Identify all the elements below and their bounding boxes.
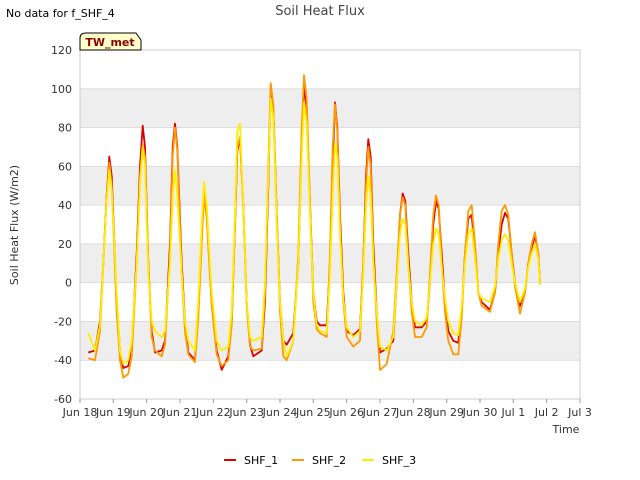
series-line-shf_3 — [87, 97, 541, 365]
legend-label: SHF_3 — [382, 454, 416, 467]
y-axis-label: Soil Heat Flux (W/m2) — [8, 165, 21, 285]
legend-label: SHF_2 — [312, 454, 346, 467]
y-tick-label: -20 — [54, 315, 72, 328]
plot-area-frame — [79, 49, 581, 400]
legend-label: SHF_1 — [244, 454, 278, 467]
x-tick-label: Jul 3 — [567, 406, 592, 419]
x-tick-label: Jul 1 — [500, 406, 525, 419]
series-layer — [87, 74, 541, 379]
background-bands — [80, 88, 580, 361]
x-tick-label: Jun 28 — [395, 406, 431, 419]
no-data-message: No data for f_SHF_4 — [6, 7, 115, 20]
chart-title: Soil Heat Flux — [275, 4, 365, 19]
y-tick-label: 0 — [65, 277, 72, 290]
x-tick-label: Jun 19 — [95, 406, 131, 419]
x-tick-label: Jun 26 — [328, 406, 364, 419]
y-tick-label: 120 — [51, 44, 72, 57]
y-tick-label: 40 — [58, 199, 72, 212]
y-tick-label: 20 — [58, 238, 72, 251]
x-tick-label: Jun 23 — [228, 406, 264, 419]
x-tick-label: Jun 30 — [462, 406, 498, 419]
x-tick-label: Jun 21 — [162, 406, 198, 419]
x-tick-label: Jun 29 — [428, 406, 464, 419]
site-label: TW_met — [85, 36, 134, 49]
x-tick-label: Jun 24 — [262, 406, 298, 419]
legend: SHF_1 SHF_2 SHF_3 — [224, 454, 416, 467]
background-band — [80, 166, 580, 206]
y-tick-label: 100 — [51, 83, 72, 96]
y-tick-label: -40 — [54, 354, 72, 367]
y-axis-ticks: -60 -40 -20 0 20 40 60 80 100 120 — [51, 44, 72, 406]
background-band — [80, 321, 580, 361]
site-label-box: TW_met — [79, 32, 142, 51]
x-axis-label: Time — [552, 423, 580, 436]
x-tick-label: Jun 18 — [62, 406, 98, 419]
x-tick-label: Jun 25 — [295, 406, 331, 419]
x-tick-label: Jun 27 — [362, 406, 398, 419]
y-tick-label: 80 — [58, 122, 72, 135]
y-tick-label: 60 — [58, 160, 72, 173]
x-tick-label: Jul 2 — [534, 406, 559, 419]
y-tick-label: -60 — [54, 393, 72, 406]
x-tick-label: Jun 20 — [128, 406, 164, 419]
background-band — [80, 88, 580, 128]
x-tick-label: Jun 22 — [195, 406, 231, 419]
